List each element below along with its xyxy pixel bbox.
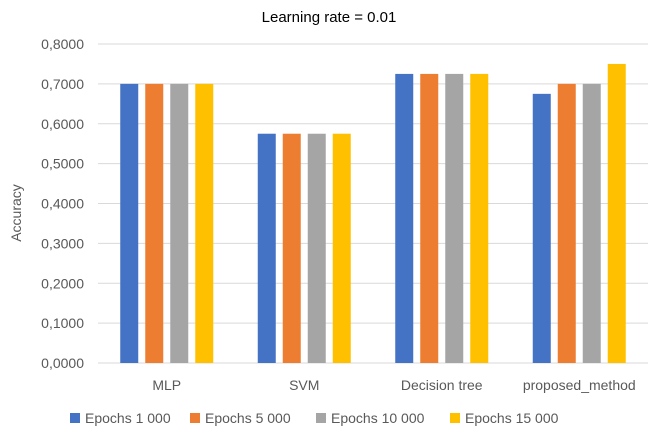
- y-tick-label: 0,0000: [41, 355, 84, 371]
- bar-epochs-1-000-mlp: [120, 83, 139, 363]
- bar-epochs-15-000-decision-tree: [470, 73, 489, 363]
- bar-epochs-10-000-decision-tree: [445, 73, 464, 363]
- legend-label: Epochs 5 000: [205, 410, 291, 426]
- y-tick-label: 0,6000: [41, 116, 84, 132]
- x-axis-ticks: MLP SVM Decision tree proposed_method: [152, 377, 635, 393]
- bars: [120, 63, 626, 363]
- y-tick-label: 0,5000: [41, 156, 84, 172]
- legend-item: Epochs 5 000: [190, 410, 291, 426]
- gridlines: [98, 43, 648, 364]
- bar-epochs-1-000-svm: [257, 133, 276, 363]
- bar-epochs-5-000-proposed-method: [557, 83, 576, 363]
- bar-epochs-10-000-mlp: [170, 83, 189, 363]
- bar-epochs-15-000-proposed-method: [607, 63, 626, 363]
- legend: Epochs 1 000 Epochs 5 000 Epochs 10 000 Epo…: [70, 410, 559, 426]
- legend-swatch: [316, 413, 326, 423]
- x-tick-label: MLP: [152, 377, 181, 393]
- y-axis-ticks: 0,0000 0,1000 0,2000 0,3000 0,4000 0,5000 0,60…: [41, 36, 84, 371]
- legend-item: Epochs 10 000: [316, 410, 425, 426]
- bar-epochs-15-000-svm: [332, 133, 351, 363]
- y-tick-label: 0,1000: [41, 315, 84, 331]
- legend-item: Epochs 15 000: [450, 410, 559, 426]
- y-tick-label: 0,4000: [41, 196, 84, 212]
- legend-item: Epochs 1 000: [70, 410, 171, 426]
- bar-epochs-1-000-proposed-method: [532, 93, 551, 363]
- legend-swatch: [190, 413, 200, 423]
- bar-epochs-5-000-mlp: [145, 83, 164, 363]
- bar-epochs-10-000-svm: [307, 133, 326, 363]
- legend-label: Epochs 15 000: [465, 410, 559, 426]
- y-axis-label: Accuracy: [8, 184, 24, 242]
- legend-swatch: [70, 413, 80, 423]
- x-tick-label: proposed_method: [523, 377, 636, 393]
- x-tick-label: Decision tree: [401, 377, 483, 393]
- y-tick-label: 0,8000: [41, 36, 84, 52]
- y-tick-label: 0,3000: [41, 235, 84, 251]
- bar-epochs-15-000-mlp: [195, 83, 214, 363]
- x-tick-label: SVM: [289, 377, 319, 393]
- legend-swatch: [450, 413, 460, 423]
- bar-epochs-10-000-proposed-method: [582, 83, 601, 363]
- y-tick-label: 0,7000: [41, 76, 84, 92]
- bar-epochs-1-000-decision-tree: [395, 73, 414, 363]
- chart-title: Learning rate = 0.01: [262, 9, 397, 26]
- bar-epochs-5-000-svm: [282, 133, 301, 363]
- legend-label: Epochs 1 000: [85, 410, 171, 426]
- y-tick-label: 0,2000: [41, 275, 84, 291]
- bar-epochs-5-000-decision-tree: [420, 73, 439, 363]
- legend-label: Epochs 10 000: [331, 410, 425, 426]
